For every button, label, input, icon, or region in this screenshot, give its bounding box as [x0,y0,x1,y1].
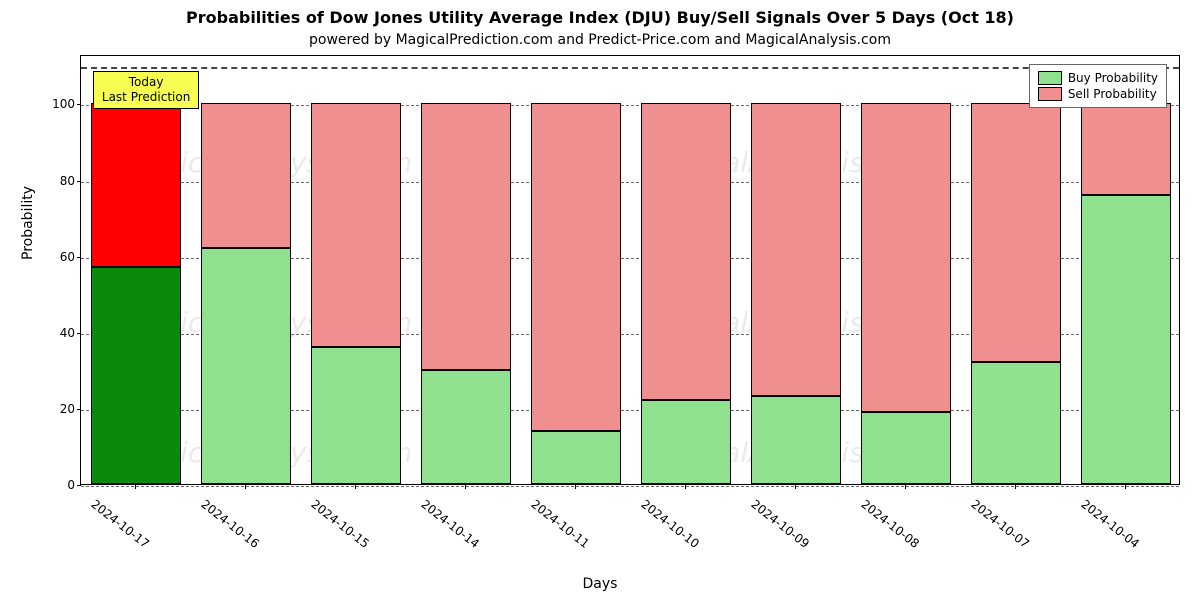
x-tick-label: 2024-10-09 [748,497,812,551]
y-tick-label: 80 [40,174,75,188]
x-tick-label: 2024-10-14 [418,497,482,551]
bar-buy [971,362,1061,484]
bar-slot [201,56,291,484]
legend: Buy Probability Sell Probability [1029,64,1167,108]
y-tick-label: 40 [40,326,75,340]
bar-buy [641,400,731,484]
bar-slot [91,56,181,484]
bar-slot [531,56,621,484]
chart-subtitle: powered by MagicalPrediction.com and Pre… [0,32,1200,48]
bar-buy [91,267,181,484]
legend-item-buy: Buy Probability [1038,71,1158,85]
y-tick-label: 20 [40,402,75,416]
x-tick-label: 2024-10-15 [308,497,372,551]
today-annotation-line2: Last Prediction [102,90,190,104]
bar-slot [641,56,731,484]
bar-sell [201,103,291,248]
bar-buy [311,347,401,484]
bar-sell [531,103,621,430]
bar-buy [421,370,511,484]
x-tick-label: 2024-10-07 [968,497,1032,551]
bar-sell [311,103,401,347]
bar-sell [421,103,511,369]
x-axis-label: Days [0,576,1200,592]
x-tick-label: 2024-10-04 [1078,497,1142,551]
bar-sell [91,103,181,267]
bar-buy [861,412,951,484]
y-tick-label: 0 [40,478,75,492]
bar-sell [641,103,731,400]
y-tick-label: 100 [40,97,75,111]
chart-title: Probabilities of Dow Jones Utility Avera… [0,8,1200,27]
today-annotation-line1: Today [129,75,164,89]
legend-label-sell: Sell Probability [1068,87,1157,101]
plot-area: MagicalAnalysis.com MagicalAnalysis.com … [80,55,1180,485]
bar-sell [971,103,1061,362]
today-annotation: Today Last Prediction [93,71,199,109]
bar-buy [1081,195,1171,484]
legend-swatch-sell [1038,87,1062,101]
bar-buy [531,431,621,484]
bar-buy [751,396,841,484]
bar-slot [971,56,1061,484]
x-tick-label: 2024-10-17 [88,497,152,551]
bar-buy [201,248,291,484]
bar-slot [751,56,841,484]
legend-item-sell: Sell Probability [1038,87,1158,101]
bar-slot [861,56,951,484]
bar-sell [1081,103,1171,194]
bars-layer [81,56,1179,484]
y-axis-label: Probability [20,186,36,260]
legend-label-buy: Buy Probability [1068,71,1158,85]
bar-slot [1081,56,1171,484]
x-tick-label: 2024-10-11 [528,497,592,551]
x-tick-label: 2024-10-08 [858,497,922,551]
x-tick-label: 2024-10-16 [198,497,262,551]
y-tick-label: 60 [40,250,75,264]
bar-sell [861,103,951,411]
bar-slot [421,56,511,484]
bar-sell [751,103,841,396]
legend-swatch-buy [1038,71,1062,85]
bar-slot [311,56,401,484]
x-tick-label: 2024-10-10 [638,497,702,551]
